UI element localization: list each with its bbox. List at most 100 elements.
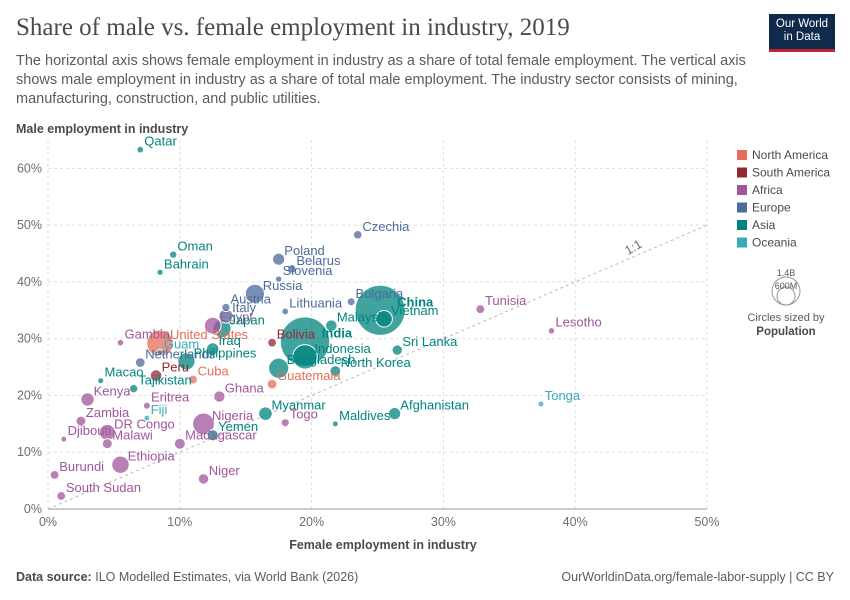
point-label: North Korea — [341, 355, 412, 370]
point-burundi[interactable] — [49, 470, 60, 480]
point-cuba[interactable] — [188, 374, 198, 385]
point-label: Niger — [209, 463, 241, 478]
point-egypt[interactable] — [203, 316, 222, 335]
point-label: Yemen — [218, 419, 258, 434]
data-source-text[interactable]: ILO Modelled Estimates, via World Bank (… — [95, 570, 359, 584]
point-djibouti[interactable] — [60, 435, 68, 443]
point-ethiopia[interactable] — [111, 455, 130, 474]
data-points — [49, 145, 556, 501]
point-label: Malawi — [112, 428, 153, 443]
point-kenya[interactable] — [80, 392, 95, 407]
point-afghanistan[interactable] — [388, 407, 402, 421]
point-label: Egypt — [220, 310, 254, 325]
y-tick-label: 50% — [17, 218, 42, 232]
point-tunisia[interactable] — [475, 304, 486, 315]
size-legend-title-1: Circles sized by — [747, 312, 825, 324]
legend-label[interactable]: Oceania — [752, 236, 797, 250]
point-indonesia[interactable] — [292, 344, 318, 370]
y-tick-label: 10% — [17, 445, 42, 459]
point-peru[interactable] — [149, 369, 163, 382]
point-united-states[interactable] — [146, 329, 174, 358]
point-vietnam[interactable] — [375, 310, 393, 328]
point-yemen[interactable] — [206, 429, 219, 442]
x-tick-label: 20% — [299, 515, 324, 529]
point-ghana[interactable] — [213, 390, 226, 403]
point-label: Belarus — [296, 253, 341, 268]
point-label: Netherlands — [145, 347, 216, 362]
owid-logo[interactable]: Our World in Data — [769, 14, 835, 52]
point-label: Oman — [177, 239, 212, 254]
point-austria[interactable] — [221, 302, 231, 313]
point-philippines[interactable] — [177, 352, 196, 371]
url-license[interactable]: OurWorldinData.org/female-labor-supply |… — [561, 570, 834, 584]
data-source: Data source: ILO Modelled Estimates, via… — [16, 570, 358, 584]
point-north-korea[interactable] — [329, 365, 342, 377]
point-label: Poland — [284, 243, 324, 258]
point-malaysia[interactable] — [325, 319, 338, 332]
point-guatemala[interactable] — [266, 378, 278, 390]
point-bahrain[interactable] — [156, 268, 164, 276]
point-label: Madagascar — [185, 428, 257, 443]
point-south-sudan[interactable] — [56, 491, 67, 501]
point-belarus[interactable] — [287, 264, 297, 274]
point-myanmar[interactable] — [258, 406, 273, 421]
point-nigeria[interactable] — [192, 412, 215, 436]
point-tajikistan[interactable] — [128, 383, 139, 394]
point-slovenia[interactable] — [274, 275, 283, 283]
reference-line-label: 1:1 — [622, 237, 644, 258]
legend-swatch[interactable] — [737, 237, 747, 248]
point-label: United States — [170, 327, 249, 342]
legend-label[interactable]: South America — [752, 166, 830, 180]
point-label: Austria — [230, 291, 271, 306]
legend-label[interactable]: Europe — [752, 201, 791, 215]
axis-ticks: 0% 10% 20% 30% 40% 50% 60% 0% 10% 20% 30% 40% 50% — [17, 161, 720, 529]
point-label: Malaysia — [337, 310, 389, 325]
point-label: Togo — [290, 407, 318, 422]
point-sri-lanka[interactable] — [391, 344, 403, 356]
legend-label[interactable]: North America — [752, 148, 828, 162]
point-lithuania[interactable] — [281, 307, 290, 316]
point-eritrea[interactable] — [142, 401, 151, 410]
legend-swatch[interactable] — [737, 220, 747, 230]
point-label: Ethiopia — [128, 449, 176, 464]
point-label: China — [397, 294, 434, 309]
legend-swatch[interactable] — [737, 167, 747, 178]
point-label: Burundi — [59, 459, 104, 474]
point-label: South Sudan — [66, 480, 141, 495]
point-bangladesh[interactable] — [268, 357, 290, 379]
point-czechia[interactable] — [352, 229, 363, 240]
x-tick-label: 50% — [694, 515, 719, 529]
legend-label[interactable]: Africa — [752, 183, 783, 197]
legend-swatch[interactable] — [737, 150, 747, 160]
point-russia[interactable] — [244, 283, 266, 304]
chart-title: Share of male vs. female employment in i… — [16, 14, 570, 41]
point-zambia[interactable] — [75, 415, 87, 427]
chart-subtitle: The horizontal axis shows female employm… — [16, 53, 746, 107]
point-madagascar[interactable] — [173, 437, 186, 450]
point-gambia[interactable] — [116, 338, 125, 347]
point-label: Myanmar — [272, 398, 327, 413]
point-netherlands[interactable] — [134, 357, 146, 368]
legend-swatch[interactable] — [737, 202, 747, 213]
point-guam[interactable] — [156, 348, 164, 356]
point-niger[interactable] — [197, 473, 210, 485]
point-malawi[interactable] — [101, 438, 113, 450]
point-iraq[interactable] — [206, 342, 220, 356]
point-poland[interactable] — [272, 252, 286, 266]
point-maldives[interactable] — [331, 420, 339, 428]
point-china[interactable] — [354, 284, 406, 336]
legend-swatch[interactable] — [737, 185, 747, 195]
point-togo[interactable] — [280, 418, 290, 428]
legend-label[interactable]: Asia — [752, 218, 776, 232]
point-bulgaria[interactable] — [346, 297, 356, 307]
point-lesotho[interactable] — [547, 326, 556, 335]
point-macao[interactable] — [97, 377, 105, 385]
point-tonga[interactable] — [537, 400, 545, 408]
point-bolivia[interactable] — [267, 337, 278, 348]
point-qatar[interactable] — [136, 145, 145, 154]
logo-line-1: Our World — [775, 18, 829, 30]
size-legend-large-label: 1.4B — [777, 268, 796, 278]
point-oman[interactable] — [169, 250, 178, 259]
point-fiji[interactable] — [143, 414, 151, 422]
